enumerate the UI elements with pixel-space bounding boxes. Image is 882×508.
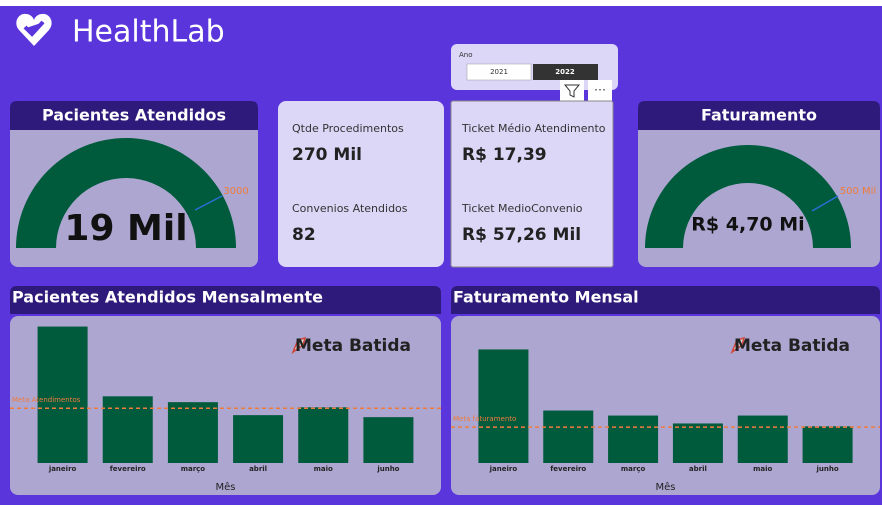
gauges: Pacientes Atendidos 3000 19 Mil Faturamento… <box>10 101 880 267</box>
x-tick-label: fevereiro <box>550 465 586 473</box>
x-tick-label: março <box>181 465 206 473</box>
badge: Meta Batida <box>734 336 850 356</box>
x-tick-label: março <box>621 465 646 473</box>
rocket-icon <box>291 336 307 355</box>
gauge-title: Pacientes Atendidos <box>42 106 226 125</box>
card-label: Qtde Procedimentos <box>292 122 404 135</box>
card-value: R$ 57,26 Mil <box>462 225 581 245</box>
bar <box>737 415 788 463</box>
gauge-value: R$ 4,70 Mi <box>691 214 804 236</box>
charts: Pacientes Atendidos Mensalmente Meta Bati… <box>10 286 880 495</box>
rocket-icon <box>730 336 746 355</box>
bottom-strip <box>0 505 882 508</box>
gauge-header-base <box>10 126 258 130</box>
x-tick-label: abril <box>249 465 267 473</box>
gauge-target-label: 500 Mil <box>840 186 876 197</box>
meta-label: Meta faturamento <box>453 415 516 423</box>
card-value: 270 Mil <box>292 145 362 165</box>
bar <box>608 415 659 463</box>
logo-check <box>23 20 45 37</box>
card-label: Ticket Médio Atendimento <box>461 122 606 135</box>
bar <box>233 415 284 463</box>
x-axis-label: Mês <box>216 481 236 493</box>
chart-title: Pacientes Atendidos Mensalmente <box>12 288 323 307</box>
bar <box>363 417 414 463</box>
bar <box>102 396 153 463</box>
gauge-target <box>194 195 223 211</box>
x-tick-label: maio <box>314 465 333 473</box>
bar <box>672 423 723 463</box>
card <box>278 101 444 267</box>
gauge-header <box>638 101 880 128</box>
x-tick-label: maio <box>753 465 772 473</box>
slicer-option-label[interactable]: 2021 <box>490 68 508 76</box>
more-icon: ⋯ <box>594 83 606 97</box>
gauge-header <box>10 101 258 128</box>
gauge-arc <box>16 138 236 248</box>
bar <box>298 407 349 463</box>
card-label: Convenios Atendidos <box>292 202 408 215</box>
gauge-arc <box>645 145 851 248</box>
x-tick-label: fevereiro <box>110 465 146 473</box>
ribbon-strip <box>0 0 882 6</box>
cards: Qtde Procedimentos 270 Mil Convenios Atend… <box>292 122 606 245</box>
slicer-option-selected[interactable] <box>533 64 598 80</box>
gauge-value: 19 Mil <box>64 208 187 249</box>
chart-title: Faturamento Mensal <box>453 288 639 307</box>
x-tick-label: janeiro <box>489 465 518 473</box>
x-tick-label: junho <box>376 465 399 473</box>
x-tick-label: junho <box>815 465 838 473</box>
bar <box>543 410 594 463</box>
slicer-label: Ano <box>459 51 473 59</box>
card <box>450 100 614 268</box>
chart-header <box>10 286 441 314</box>
gauge-target <box>811 195 839 212</box>
card-label: Ticket MedioConvenio <box>461 202 583 215</box>
x-tick-label: janeiro <box>48 465 77 473</box>
chart-header <box>451 286 880 314</box>
filter-button[interactable] <box>560 80 584 102</box>
gauge-target-label: 3000 <box>223 186 248 197</box>
card-value: 82 <box>292 225 316 245</box>
badge: Meta Batida <box>295 336 411 356</box>
meta-label: Meta Atendimentos <box>12 396 81 404</box>
bar <box>478 349 529 463</box>
more-button[interactable] <box>588 80 612 102</box>
filter-icon <box>563 84 581 98</box>
x-axis-label: Mês <box>656 481 676 493</box>
gauge-title: Faturamento <box>701 106 817 125</box>
slicer-option-label[interactable]: 2022 <box>555 68 575 76</box>
bar <box>37 326 88 463</box>
gauge-header-base <box>638 126 880 130</box>
x-tick-label: abril <box>689 465 707 473</box>
app-title: HealthLab <box>72 15 225 50</box>
card-value: R$ 17,39 <box>462 145 547 165</box>
slicer-option[interactable] <box>466 63 532 81</box>
bar <box>167 402 218 463</box>
bar <box>802 426 853 463</box>
